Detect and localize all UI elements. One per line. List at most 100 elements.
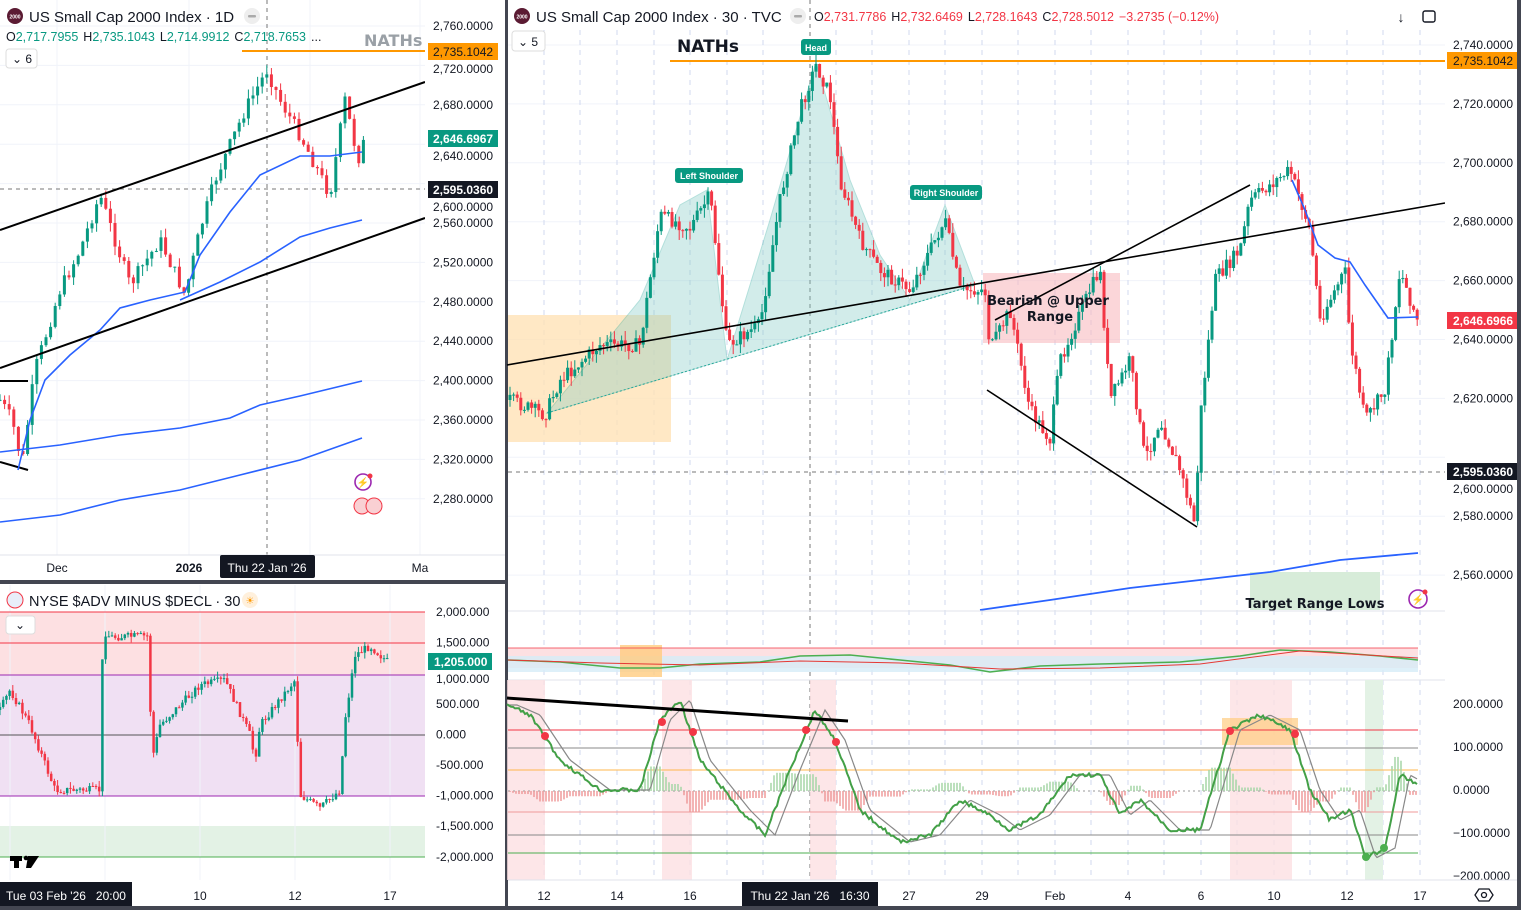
scroll-down-icon[interactable]: ↓ (1398, 9, 1405, 25)
candle (1142, 422, 1146, 446)
value-tick: 0.000 (436, 727, 466, 741)
flags-icon[interactable] (353, 497, 383, 515)
candle (656, 231, 660, 258)
divergence-trend-line[interactable] (506, 696, 849, 723)
price-tick: 2,680.0000 (1453, 215, 1513, 229)
candle (814, 63, 818, 72)
svg-text:⌄: ⌄ (15, 618, 25, 632)
candle (136, 266, 140, 284)
breadth-title[interactable]: NYSE $ADV MINUS $DECL · 30 (29, 594, 240, 610)
candle (1001, 325, 1005, 327)
candle (929, 242, 933, 253)
candle (164, 237, 168, 255)
candle (309, 798, 312, 800)
candle (357, 652, 360, 657)
price-tick: 2,640.0000 (1453, 333, 1513, 347)
left-chart-pane[interactable]: NATHs 2000 US Small Cap 2000 Index · 1D … (0, 0, 505, 578)
candle (216, 677, 219, 679)
pane-divider[interactable] (0, 580, 505, 584)
candle (1138, 409, 1142, 423)
price-axis[interactable] (1445, 30, 1521, 880)
candle (110, 635, 114, 637)
candle (540, 410, 544, 420)
candle (1332, 290, 1336, 300)
candle (90, 223, 94, 229)
candle (645, 297, 649, 328)
candle (522, 409, 526, 411)
candle (352, 118, 356, 146)
candle (173, 266, 177, 268)
candle (104, 636, 107, 660)
right-shoulder-label-text: Right Shoulder (914, 188, 979, 198)
candle (976, 292, 980, 295)
alert-icon[interactable]: ⚡ (1408, 589, 1428, 609)
candle (318, 803, 322, 807)
tradingview-logo[interactable] (10, 855, 39, 868)
candle (569, 367, 573, 377)
channel-upper-line[interactable] (0, 81, 426, 231)
candle (33, 732, 37, 740)
candle (922, 265, 926, 275)
value-axis[interactable] (425, 585, 505, 880)
crosshair-price-label (1447, 463, 1519, 480)
candle (273, 706, 277, 708)
candle (248, 724, 251, 731)
candle (1397, 279, 1401, 308)
value-tick: 2,000.000 (436, 605, 490, 619)
indicators-toggle[interactable] (5, 48, 38, 69)
candle (11, 690, 15, 698)
ohlc-legend: O2,717.7955 H2,735.1043 L2,714.9912 C2,718.… (6, 30, 321, 44)
trend-line[interactable] (506, 202, 1446, 366)
candle (233, 131, 237, 140)
momentum-oscillator-pane[interactable] (506, 680, 1418, 880)
oscillator-tick: −100.0000 (1453, 826, 1510, 840)
candle (5, 695, 8, 700)
value-tick: 1,500.000 (436, 636, 490, 650)
candle (1106, 327, 1110, 364)
candle (717, 243, 721, 275)
settings-icon[interactable] (1474, 888, 1494, 902)
candle (666, 212, 670, 214)
candle (139, 633, 143, 635)
head-shoulders-pattern[interactable] (545, 60, 976, 414)
trend-oscillator-pane[interactable] (507, 645, 1419, 677)
candle (1260, 188, 1264, 191)
left-shoulder-label[interactable] (675, 168, 743, 183)
moving-average-line (979, 552, 1419, 611)
candle (904, 281, 908, 290)
price-axis[interactable] (425, 0, 505, 555)
head-label[interactable] (801, 39, 831, 55)
right-shoulder-label[interactable] (910, 185, 982, 200)
value-tick: -2,000.000 (436, 850, 494, 864)
right-chart-pane[interactable]: NATHs Head Left Shoulder Right Shoulder … (506, 0, 1521, 906)
candle (1008, 311, 1012, 319)
layout-divider[interactable] (505, 0, 508, 910)
oscillator-tick: 0.0000 (1453, 783, 1490, 797)
candle (24, 713, 27, 716)
candle (353, 656, 357, 674)
trend-line[interactable] (994, 184, 1251, 321)
channel-lower-line[interactable] (0, 217, 426, 369)
candle (1152, 437, 1156, 452)
alert-icon[interactable]: ⚡ (354, 473, 373, 491)
symbol-title[interactable]: US Small Cap 2000 Index · 1D (29, 9, 234, 26)
candle (598, 345, 602, 351)
candle (897, 277, 901, 286)
bearish-range-box[interactable] (983, 273, 1120, 343)
candle (95, 204, 99, 224)
candle (1347, 267, 1351, 323)
maximize-icon[interactable] (1422, 10, 1436, 23)
trend-line[interactable] (986, 389, 1198, 528)
candle (1044, 433, 1048, 439)
target-range-box[interactable] (1250, 572, 1380, 610)
candle (81, 241, 85, 256)
candle (366, 645, 370, 652)
time-tick: 16 (683, 889, 697, 903)
indicators-toggle[interactable] (511, 30, 546, 52)
minus-icon (794, 15, 802, 18)
candle (213, 678, 216, 680)
collapse-toggle[interactable] (5, 615, 36, 635)
symbol-title[interactable]: US Small Cap 2000 Index · 30 · TVC (536, 9, 782, 26)
breadth-chart-pane[interactable]: NYSE $ADV MINUS $DECL · 30 ☀ ⌄ 2,000.000… (0, 585, 505, 906)
